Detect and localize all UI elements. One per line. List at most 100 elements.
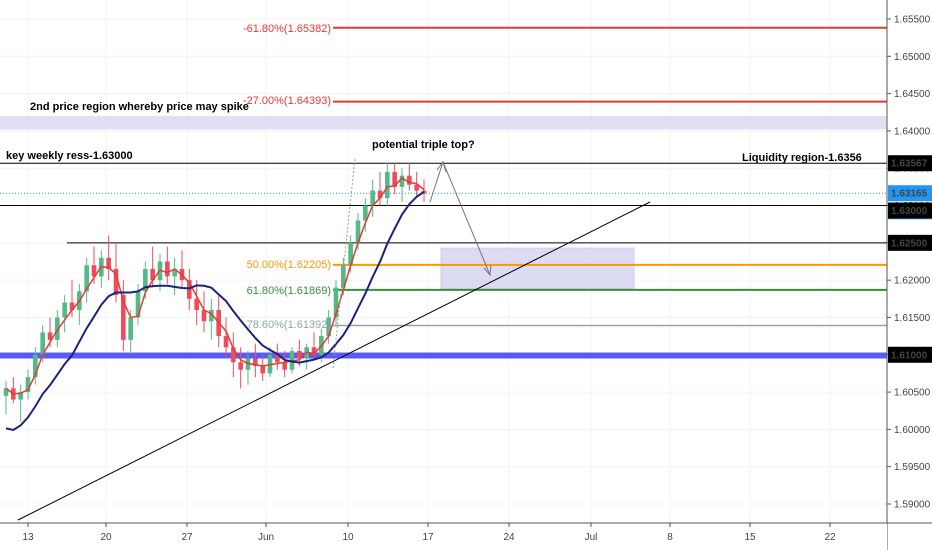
- candle-body: [135, 291, 141, 318]
- candle-body: [348, 242, 353, 266]
- fib-label-ext-618: -61.80%(1.65382): [243, 23, 331, 35]
- annotation-triple-top: potential triple top?: [372, 139, 475, 151]
- candle-body: [260, 365, 265, 374]
- fib-label-ext-27: -27.00%(1.64393): [243, 95, 331, 107]
- candle-body: [194, 298, 199, 310]
- price-tick-label: 1.62000: [894, 276, 931, 287]
- price-marker-top-bg: [888, 155, 932, 172]
- target-zone: [440, 247, 635, 289]
- price-tick-label: 1.59500: [894, 462, 931, 473]
- ascending-trendline: [17, 201, 651, 521]
- candle-body: [69, 302, 75, 310]
- annotation-key-weekly: key weekly ress-1.63000: [6, 150, 133, 162]
- candle-body: [370, 190, 375, 206]
- price-tick-label: 1.64000: [894, 126, 931, 137]
- candle-body: [33, 354, 38, 378]
- fib-connector: [332, 157, 356, 369]
- price-tick-label: 1.59000: [894, 500, 931, 511]
- price-marker-key: 1.63000: [891, 206, 928, 217]
- annotation-spike-region: 2nd price region whereby price may spike: [30, 101, 249, 113]
- arrow-head-up: [436, 160, 447, 173]
- time-tick-label: 24: [503, 532, 515, 543]
- candle-body: [18, 392, 23, 400]
- candle-body: [201, 310, 207, 322]
- candle-body: [40, 332, 45, 355]
- candle-body: [385, 171, 390, 199]
- candle-body: [106, 257, 111, 269]
- candle-body: [91, 265, 97, 277]
- candle-body: [187, 280, 192, 299]
- price-marker-support-bg: [888, 346, 932, 363]
- candle-body: [209, 310, 214, 322]
- price-tick-label: 1.64500: [894, 89, 931, 100]
- price-axis-bg[interactable]: [887, 0, 932, 550]
- price-marker-support: 1.61000: [891, 350, 928, 361]
- candle-body: [363, 205, 368, 221]
- time-tick-label: 20: [100, 532, 112, 543]
- candle-body: [143, 268, 148, 292]
- candle-body: [150, 268, 155, 281]
- candle-body: [407, 175, 412, 185]
- time-tick-label: 10: [342, 532, 354, 543]
- candle-body: [3, 388, 9, 396]
- time-tick-label: Jul: [585, 532, 598, 543]
- candle-body: [355, 220, 361, 243]
- time-tick-label: 27: [181, 532, 193, 543]
- price-axis-markers: 1.635671.6316502:56:441.630001.625001.61…: [888, 155, 932, 363]
- candle-body: [414, 184, 419, 191]
- price-tick-label: 1.60500: [894, 388, 931, 399]
- drawings: [17, 157, 651, 521]
- price-marker-1625-bg: [888, 234, 932, 251]
- price-tick-label: 1.65000: [894, 52, 931, 63]
- candle-body: [311, 347, 317, 355]
- candle-body: [253, 358, 258, 366]
- candle-body: [113, 268, 119, 296]
- price-tick-label: 1.60000: [894, 425, 931, 436]
- price-marker-last-bg: [888, 185, 932, 202]
- candle-body: [25, 377, 31, 393]
- candle-body: [341, 265, 346, 288]
- arrow-head-down: [483, 264, 492, 277]
- fib-label-618: 61.80%(1.61869): [247, 285, 331, 297]
- time-tick-label: 13: [22, 532, 34, 543]
- price-tick-label: 1.65500: [894, 15, 931, 26]
- candle-body: [172, 268, 177, 277]
- candle-body: [333, 287, 339, 318]
- candle-body: [282, 362, 287, 370]
- candle-body: [165, 261, 170, 277]
- price-tick-label: 1.61500: [894, 313, 931, 324]
- time-axis-bg[interactable]: [0, 523, 887, 550]
- time-tick-label: 15: [744, 532, 756, 543]
- candle-body: [84, 265, 89, 292]
- time-tick-label: Jun: [258, 532, 274, 543]
- price-marker-1625: 1.62500: [891, 238, 928, 249]
- fib-label-786: 78.60%(1.61392): [247, 319, 331, 331]
- candle-body: [62, 302, 67, 318]
- candle-body: [238, 362, 243, 370]
- annotation-liquidity: Liquidity region-1.6356: [742, 152, 862, 164]
- ma-slow-line: [5, 190, 425, 432]
- candle-body: [275, 354, 280, 363]
- price-marker-last: 1.63165: [891, 189, 928, 200]
- candle-body: [47, 332, 53, 340]
- price-marker-key-bg: [888, 202, 932, 219]
- candle-body: [377, 190, 383, 199]
- candle-body: [392, 171, 397, 187]
- fib-label-50: 50.00%(1.62205): [247, 259, 331, 271]
- price-marker-top: 1.63567: [891, 159, 928, 170]
- candle-body: [128, 317, 133, 340]
- candle-body: [231, 347, 236, 363]
- spike-region-zone: [0, 116, 887, 130]
- time-axis-ticks: 13 20 27 Jun 10 17 24 Jul 8 15 22: [22, 523, 836, 543]
- support-band: [0, 352, 887, 359]
- candle-body: [223, 336, 229, 348]
- candle-body: [121, 295, 126, 340]
- candle-body: [326, 317, 331, 337]
- moving-averages: [5, 177, 425, 432]
- zones: [0, 116, 887, 359]
- time-tick-label: 8: [667, 532, 673, 543]
- candle-body: [297, 351, 302, 359]
- time-tick-label: 17: [422, 532, 434, 543]
- candle-body: [399, 175, 405, 187]
